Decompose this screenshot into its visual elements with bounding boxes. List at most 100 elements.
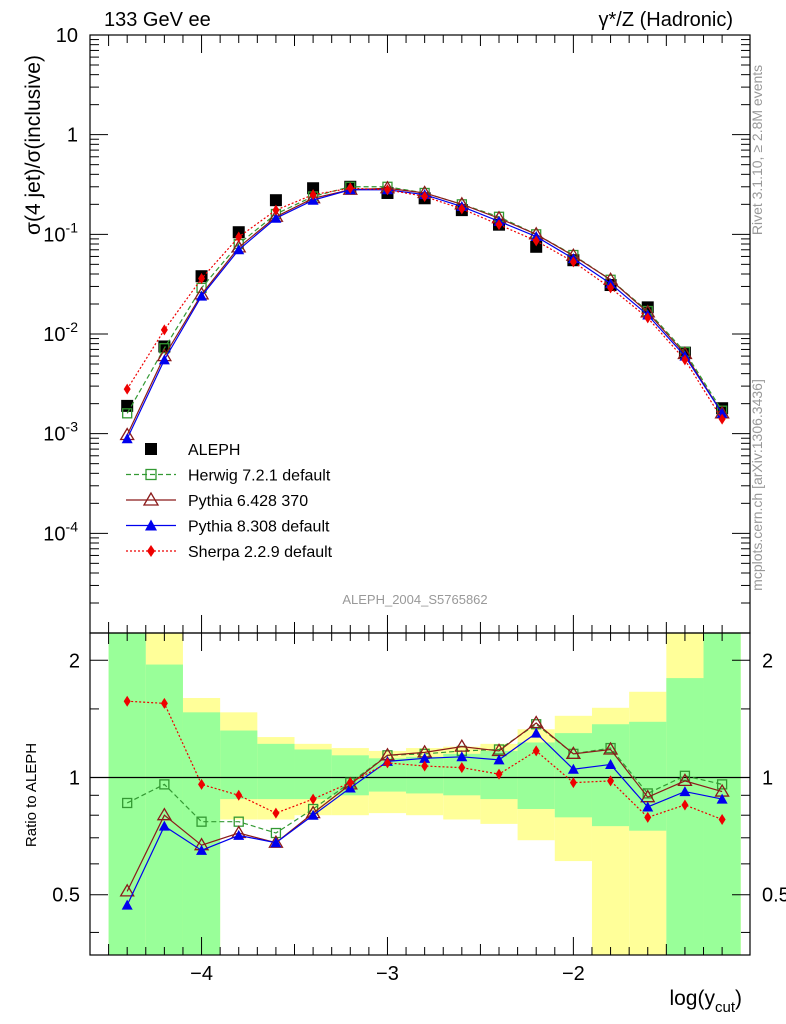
x-tick-label: −3 [376, 963, 399, 985]
data-point [122, 797, 133, 809]
data-point [532, 235, 540, 247]
band-inner-bin [294, 749, 332, 800]
data-point [233, 244, 245, 255]
ratio-y-tick-label-right: 1 [762, 767, 773, 789]
ratio-y-tick-label: 1 [69, 767, 80, 789]
series-line-sherpa [127, 700, 723, 821]
data-point [718, 413, 726, 425]
band-inner-bin [182, 712, 221, 955]
data-point [532, 745, 540, 757]
ratio-y-tick-label-right: 2 [762, 650, 773, 672]
legend-item-sherpa: Sherpa 2.2.9 default [126, 544, 333, 561]
ratio-y-tick-label-right: 0.5 [762, 885, 786, 907]
main-axes: 10 1 10-1 10-2 10-3 10-4 [43, 25, 750, 634]
data-point [156, 807, 173, 821]
data-point [160, 697, 168, 709]
data-point [528, 715, 544, 729]
data-point [681, 799, 689, 811]
data-point [269, 194, 282, 207]
data-point [421, 760, 429, 772]
x-tick-label: −4 [190, 963, 213, 985]
data-point [530, 240, 543, 253]
data-point [123, 383, 131, 395]
data-point [145, 468, 157, 481]
data-point [679, 786, 691, 797]
band-inner-bin [554, 733, 592, 818]
data-point [565, 746, 582, 759]
y-tick-label: 10-4 [43, 518, 78, 545]
analysis-id: ALEPH_2004_S5765862 [342, 592, 487, 607]
data-point [718, 813, 726, 825]
data-point [309, 793, 317, 805]
data-point [145, 443, 157, 455]
data-point [642, 788, 653, 799]
legend-label: ALEPH [188, 442, 240, 459]
data-point [307, 809, 319, 820]
band-inner-bin [591, 724, 630, 827]
data-point [159, 779, 170, 790]
data-point [270, 837, 282, 848]
ratio-y-axis-label: Ratio to ALEPH [23, 743, 40, 847]
data-point [122, 408, 133, 419]
data-point [346, 182, 354, 194]
legend-label: Herwig 7.2.1 default [188, 468, 331, 485]
x-axis-label: log(ycut) [669, 987, 742, 1016]
data-point [644, 312, 652, 324]
data-point [158, 820, 170, 831]
main-series [119, 180, 730, 444]
data-point [493, 754, 505, 765]
data-point [235, 789, 243, 801]
data-point [716, 779, 728, 790]
data-point [198, 273, 206, 285]
band-inner-bin [666, 678, 704, 955]
mcplots-label: mcplots.cern.ch [arXiv:1306.3436] [749, 379, 765, 591]
data-point [123, 695, 131, 707]
data-point [605, 758, 617, 769]
ratio-axes: 0.5 0.5 1 1 2 2 −4 −3 −2 [52, 633, 786, 985]
data-point [458, 203, 466, 215]
data-point [160, 324, 168, 336]
data-point [569, 777, 577, 789]
data-point [272, 204, 280, 216]
data-point [196, 290, 208, 301]
data-point [142, 491, 160, 506]
data-point [716, 793, 728, 804]
legend-item-data: ALEPH [145, 442, 240, 459]
data-point [307, 182, 320, 195]
data-point [495, 219, 503, 231]
plot-title-right: γ*/Z (Hadronic) [599, 9, 733, 31]
x-tick-label: −2 [562, 963, 585, 985]
data-point [677, 773, 693, 787]
data-point [421, 190, 429, 202]
data-point [121, 899, 133, 910]
data-point [456, 751, 468, 762]
data-point [419, 752, 431, 763]
data-point [270, 212, 282, 223]
data-point [607, 775, 615, 787]
ratio-bands [108, 633, 741, 955]
band-inner-bin [257, 743, 295, 800]
band-inner-bin [220, 730, 258, 800]
legend-item-herwig: Herwig 7.2.1 default [126, 468, 331, 485]
series-line-sherpa [126, 187, 723, 420]
data-point [198, 778, 206, 790]
series-line-pythia8 [126, 189, 723, 439]
data-point [346, 777, 354, 789]
legend-item-pythia8: Pythia 8.308 default [126, 519, 330, 536]
y-tick-label: 1 [67, 125, 78, 147]
ratio-y-tick-label: 2 [69, 650, 80, 672]
legend-label: Pythia 8.308 default [188, 519, 330, 536]
data-point [607, 282, 615, 294]
data-point [458, 762, 466, 774]
data-point [272, 807, 280, 819]
main-y-axis-label: σ(4 jet)/σ(inclusive) [22, 55, 45, 235]
data-point [383, 184, 391, 196]
data-point [569, 256, 577, 268]
legend: ALEPH Herwig 7.2.1 default Pythia 6.428 37… [126, 442, 333, 561]
series-line-pythia6 [126, 722, 723, 892]
data-point [233, 829, 245, 840]
ratio-y-tick-label: 0.5 [52, 885, 80, 907]
legend-item-pythia6: Pythia 6.428 370 [126, 491, 308, 510]
rivet-label: Rivet 3.1.10, ≥ 2.8M events [749, 65, 765, 235]
